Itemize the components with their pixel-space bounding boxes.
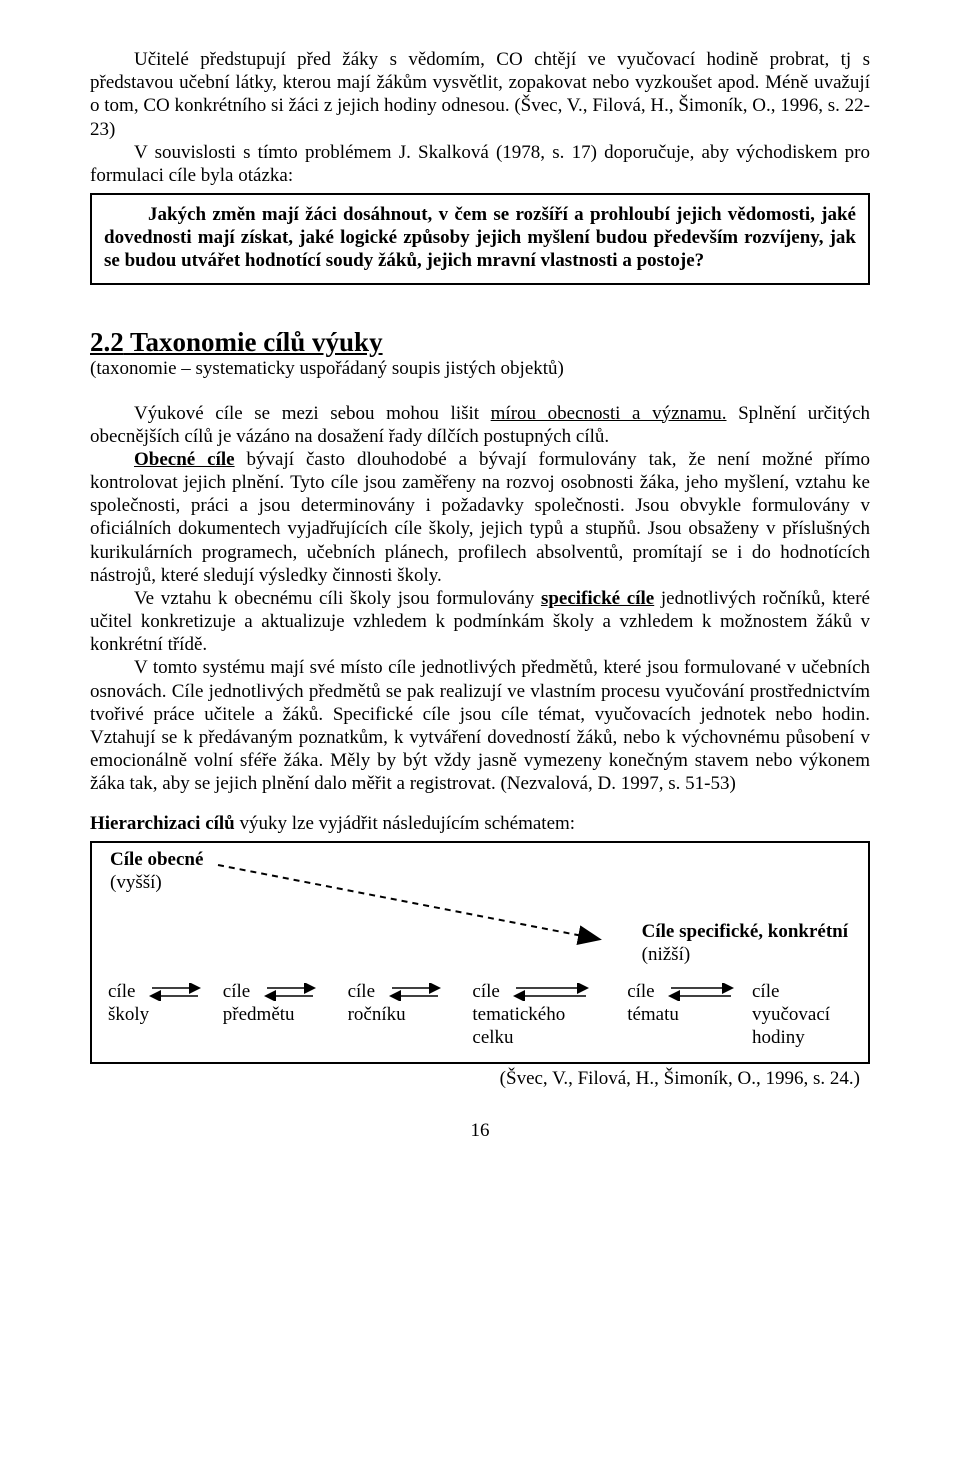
page: Učitelé předstupují před žáky s vědomím,… <box>0 0 960 1182</box>
body1u: mírou obecnosti a významu. <box>491 403 727 424</box>
section-title-text: Taxonomie cílů výuky <box>130 327 383 357</box>
col-school: cíle školy <box>108 981 188 1049</box>
body1a: Výukové cíle se mezi sebou mohou lišit <box>134 403 491 424</box>
question-box: Jakých změn mají žáci dosáhnout, v čem s… <box>90 193 870 285</box>
col-thematic: cíle tematického celku <box>472 981 592 1049</box>
hierarchy-intro: Hierarchizaci cílů výuky lze vyjádřit ná… <box>90 813 870 835</box>
hier-label: Hierarchizaci cílů <box>90 813 235 834</box>
section-subtitle: (taxonomie – systematicky uspořádaný sou… <box>90 358 870 380</box>
double-arrow-icon <box>146 983 204 1001</box>
double-arrow-icon <box>386 983 444 1001</box>
hierarchy-diagram: Cíle obecné (vyšší) Cíle specifické, kon… <box>90 841 870 1063</box>
intro-para-1: Učitelé předstupují před žáky s vědomím,… <box>90 48 870 141</box>
specific-goals-label: Cíle specifické, konkrétní (nižší) <box>642 921 848 967</box>
goal-columns: cíle školy cíle předmětu <box>108 981 852 1049</box>
double-arrow-icon <box>261 983 319 1001</box>
diagram-citation: (Švec, V., Filová, H., Šimoník, O., 1996… <box>90 1068 870 1090</box>
section-heading: 2.2 Taxonomie cílů výuky <box>90 327 870 358</box>
hier-rest: výuky lze vyjádřit následujícím schémate… <box>235 813 575 834</box>
page-number: 16 <box>90 1120 870 1142</box>
body-para-2: Obecné cíle bývají často dlouhodobé a bý… <box>90 448 870 587</box>
double-arrow-icon <box>510 983 592 1001</box>
question-text: Jakých změn mají žáci dosáhnout, v čem s… <box>104 203 856 273</box>
col-subject: cíle předmětu <box>223 981 313 1049</box>
body-para-3: Ve vztahu k obecnému cíli školy jsou for… <box>90 587 870 657</box>
col-lesson: cíle vyučovací hodiny <box>752 981 852 1049</box>
diagonal-arrow-area: Cíle obecné (vyšší) Cíle specifické, kon… <box>108 851 852 971</box>
intro-para-2: V souvislosti s tímto problémem J. Skalk… <box>90 141 870 187</box>
section-number: 2.2 <box>90 327 124 357</box>
body-para-4: V tomto systému mají své místo cíle jedn… <box>90 656 870 795</box>
body2u: Obecné cíle <box>134 449 235 470</box>
body-para-1: Výukové cíle se mezi sebou mohou lišit m… <box>90 402 870 448</box>
body3a: Ve vztahu k obecnému cíli školy jsou for… <box>134 588 541 609</box>
body3u: specifické cíle <box>541 588 654 609</box>
double-arrow-icon <box>665 983 737 1001</box>
col-year: cíle ročníku <box>348 981 438 1049</box>
col-topic: cíle tématu <box>627 981 717 1049</box>
